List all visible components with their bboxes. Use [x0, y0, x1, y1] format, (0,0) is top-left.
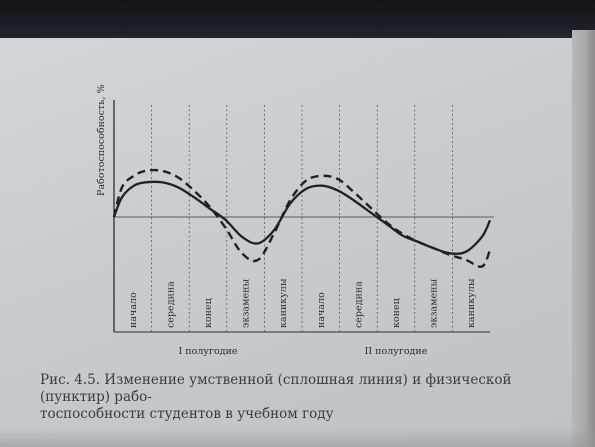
book-page-edge: [572, 30, 595, 447]
category-label: начало: [316, 292, 327, 328]
series-layer: [112, 168, 492, 268]
category-label: каникулы: [278, 278, 289, 328]
group-label: I полугодие: [179, 346, 238, 357]
y-axis-label: Работоспособность, %: [96, 85, 107, 196]
caption-line-2: тоспособности студентов в учебном году: [40, 406, 334, 422]
series-line-dashed: [112, 168, 492, 268]
chart-grid: [151, 105, 453, 332]
book-page: [0, 38, 595, 447]
category-label: середина: [353, 281, 364, 328]
group-labels: I полугодие II полугодие: [179, 346, 428, 357]
group-label: II полугодие: [365, 346, 428, 357]
category-label: конец: [203, 298, 214, 328]
category-label: конец: [391, 298, 402, 328]
figure-caption: Рис. 4.5. Изменение умственной (сплошная…: [40, 372, 585, 423]
page-bottom-shadow: [0, 428, 595, 447]
category-label: начало: [128, 292, 139, 328]
category-label: экзамены: [429, 279, 440, 328]
category-label: экзамены: [241, 279, 252, 328]
category-label: каникулы: [466, 278, 477, 328]
category-labels: начало середина конец экзамены каникулы начал…: [128, 278, 477, 328]
category-label: середина: [165, 281, 176, 328]
caption-line-1: Рис. 4.5. Изменение умственной (сплошная…: [40, 372, 512, 405]
